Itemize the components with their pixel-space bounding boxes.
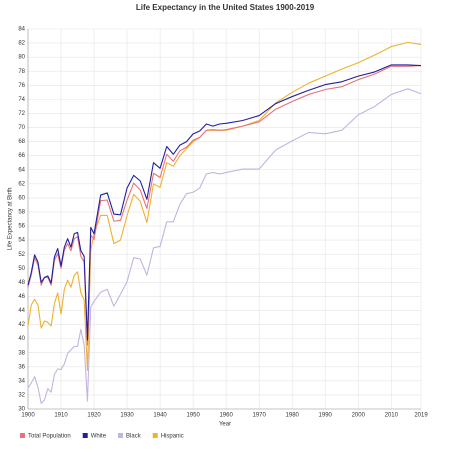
y-tick-label: 64 [18, 167, 25, 173]
x-tick-label: 1980 [286, 413, 300, 419]
y-tick-label: 56 [18, 224, 25, 230]
y-tick-label: 74 [18, 97, 25, 103]
series-line [27, 88, 422, 404]
x-axis-label: Year [219, 422, 231, 428]
y-tick-label: 44 [18, 308, 25, 314]
y-tick-label: 36 [18, 364, 25, 370]
y-tick-label: 42 [18, 322, 25, 328]
y-tick-label: 60 [18, 195, 25, 201]
legend-swatch [152, 433, 158, 438]
chart-title: Life Expectancy in the United States 190… [136, 3, 315, 12]
series-line [27, 65, 422, 346]
y-tick-label: 84 [18, 27, 25, 33]
x-tick-label: 1920 [87, 413, 101, 419]
y-tick-label: 40 [18, 336, 25, 342]
legend-swatch [118, 433, 124, 438]
x-tick-label: 1990 [319, 413, 333, 419]
y-tick-label: 54 [18, 238, 25, 244]
y-axis-label: Life Expectancy at Birth [8, 187, 14, 250]
y-tick-label: 46 [18, 294, 25, 300]
y-tick-label: 30 [18, 407, 25, 413]
y-tick-label: 70 [18, 125, 25, 131]
y-tick-label: 50 [18, 266, 25, 272]
legend-label: Black [126, 434, 142, 440]
y-tick-label: 32 [18, 393, 25, 399]
series-line [27, 64, 422, 341]
y-tick-label: 82 [18, 41, 25, 47]
legend-label: White [91, 434, 107, 440]
y-tick-label: 72 [18, 111, 25, 117]
y-tick-label: 68 [18, 139, 25, 145]
legend-label: Total Population [28, 434, 71, 440]
x-tick-label: 1970 [252, 413, 266, 419]
y-tick-label: 62 [18, 181, 25, 187]
y-tick-label: 80 [18, 55, 25, 61]
y-tick-label: 66 [18, 153, 25, 159]
legend-label: Hispanic [161, 434, 184, 440]
x-tick-label: 1940 [153, 413, 167, 419]
x-tick-label: 2019 [414, 413, 428, 419]
y-tick-label: 52 [18, 252, 25, 258]
y-tick-label: 78 [18, 69, 25, 75]
x-tick-label: 1900 [21, 413, 35, 419]
series-line [27, 41, 422, 371]
x-tick-label: 1910 [54, 413, 68, 419]
y-tick-label: 58 [18, 210, 25, 216]
x-tick-label: 1950 [186, 413, 200, 419]
y-tick-label: 38 [18, 350, 25, 356]
legend-swatch [82, 433, 88, 438]
x-tick-label: 2000 [352, 413, 366, 419]
x-tick-label: 2010 [385, 413, 399, 419]
y-tick-label: 76 [18, 83, 25, 89]
legend-swatch [20, 433, 25, 438]
x-tick-label: 1960 [219, 413, 233, 419]
y-tick-label: 34 [18, 378, 25, 384]
y-tick-label: 48 [18, 280, 25, 286]
x-tick-label: 1930 [120, 413, 134, 419]
